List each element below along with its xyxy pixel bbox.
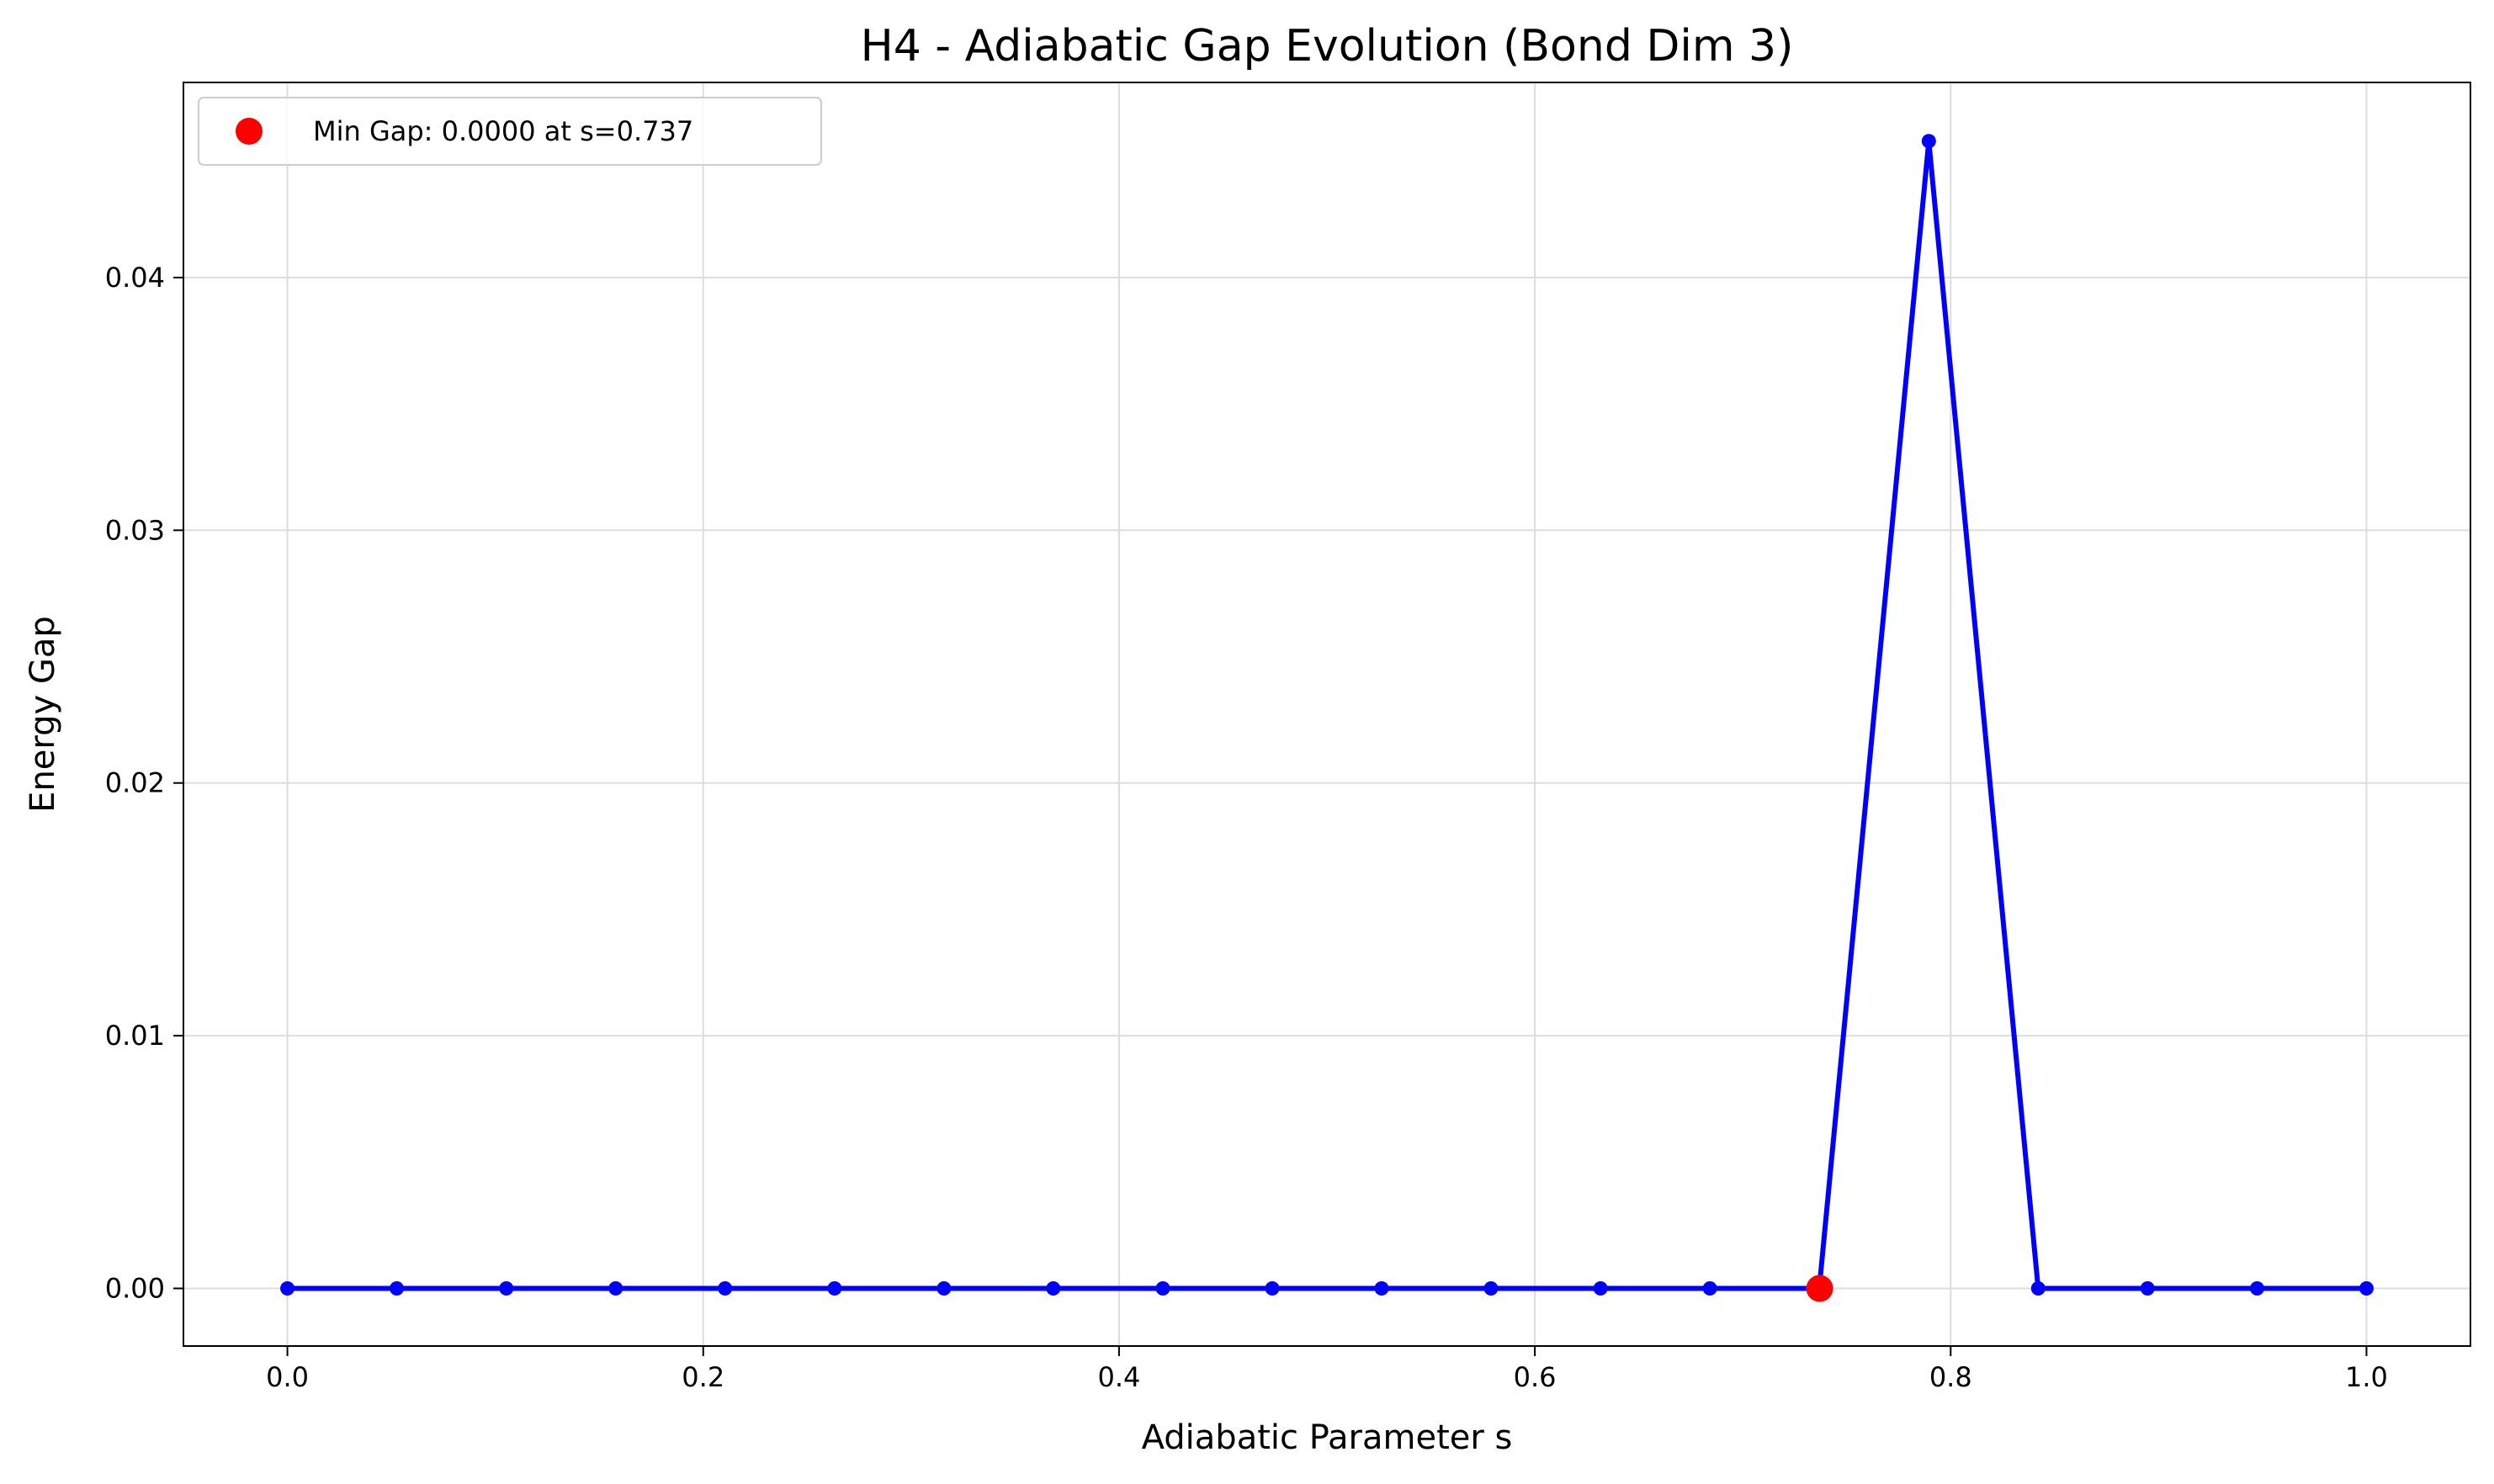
data-point: [2249, 1281, 2264, 1296]
series-layer: [280, 134, 2374, 1296]
plot-area-frame: [183, 82, 2471, 1347]
data-point: [718, 1281, 733, 1296]
data-point: [1046, 1281, 1061, 1296]
data-point: [827, 1281, 842, 1296]
data-point: [499, 1281, 514, 1296]
chart-title: H4 - Adiabatic Gap Evolution (Bond Dim 3…: [861, 21, 1794, 72]
data-point: [1374, 1281, 1389, 1296]
min-gap-point: [1806, 1275, 1833, 1302]
highlight-layer: [1806, 1275, 1833, 1302]
x-tick-label: 1.0: [2345, 1361, 2388, 1393]
legend-marker: [236, 118, 263, 145]
data-point: [1593, 1281, 1608, 1296]
legend-box: [198, 97, 822, 166]
y-tick-label: 0.03: [105, 514, 165, 546]
x-tick-label: 0.8: [1929, 1361, 1972, 1393]
data-point: [937, 1281, 952, 1296]
legend-entry-min-gap: Min Gap: 0.0000 at s=0.737: [313, 115, 693, 147]
y-tick-label: 0.02: [105, 767, 165, 799]
y-tick-label: 0.01: [105, 1020, 165, 1052]
grid-lines: [183, 82, 2470, 1346]
data-point: [608, 1281, 624, 1296]
legend: Min Gap: 0.0000 at s=0.737: [198, 97, 822, 166]
data-point: [1265, 1281, 1280, 1296]
data-point: [390, 1281, 405, 1296]
data-point: [1483, 1281, 1499, 1296]
y-tick-label: 0.00: [105, 1273, 165, 1305]
data-point: [1921, 134, 1936, 149]
y-tick-label: 0.04: [105, 262, 165, 294]
x-axis: 0.0 0.2 0.4 0.6 0.8 1.0: [266, 1346, 2388, 1393]
series-line: [287, 140, 2367, 1291]
x-tick-label: 0.2: [682, 1361, 724, 1393]
x-tick-label: 0.4: [1097, 1361, 1140, 1393]
data-point: [1155, 1281, 1170, 1296]
data-point: [2359, 1281, 2374, 1296]
x-tick-label: 0.0: [266, 1361, 309, 1393]
x-tick-label: 0.6: [1514, 1361, 1557, 1393]
data-point: [2030, 1281, 2046, 1296]
data-point: [280, 1281, 295, 1296]
y-axis: 0.00 0.01 0.02 0.03 0.04: [105, 262, 183, 1305]
y-axis-label: Energy Gap: [24, 616, 62, 813]
x-axis-label: Adiabatic Parameter s: [1142, 1418, 1513, 1457]
data-point: [1702, 1281, 1717, 1296]
data-point: [2140, 1281, 2155, 1296]
